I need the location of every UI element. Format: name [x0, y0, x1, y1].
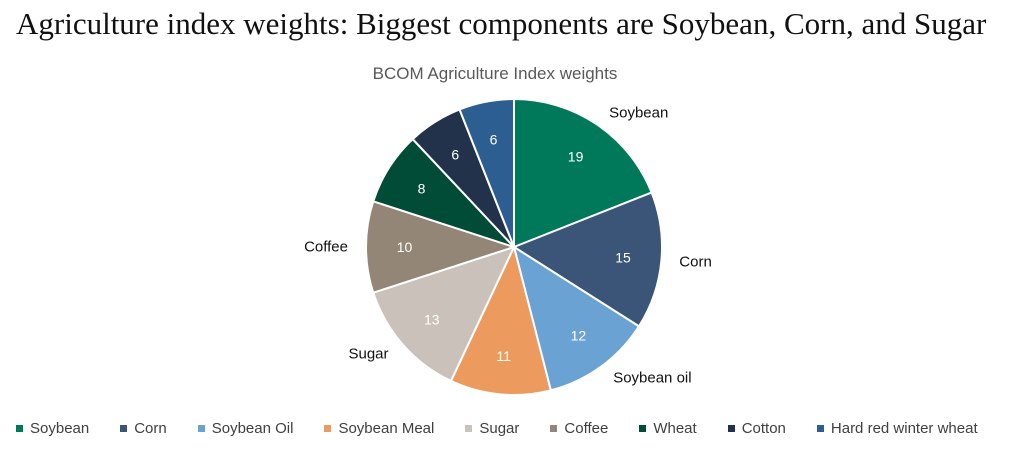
slice-callout-label: Corn	[679, 254, 712, 271]
pie-slice	[511, 191, 663, 328]
pie-slice	[364, 200, 518, 294]
legend-label: Wheat	[653, 420, 697, 437]
legend-swatch	[816, 425, 824, 432]
chart-title: BCOM Agriculture Index weights	[372, 64, 618, 83]
pie-slice	[449, 244, 553, 396]
legend-label: Soybean Oil	[211, 420, 294, 437]
legend-item: Corn	[120, 420, 167, 437]
slice-value-label: 19	[568, 148, 584, 164]
pie-slice	[512, 244, 641, 392]
legend-swatch	[197, 425, 205, 432]
legend-item: Soybean	[16, 420, 89, 437]
slice-value-label: 13	[424, 311, 440, 327]
legend-label: Corn	[134, 420, 167, 437]
legend-label: Soybean	[30, 420, 90, 437]
legend-swatch	[727, 425, 735, 432]
legend-item: Soybean Oil	[197, 420, 294, 437]
slice-value-label: 12	[571, 328, 587, 344]
legend-swatch	[639, 425, 647, 432]
slice-value-label: 11	[496, 348, 511, 364]
pie-slice	[513, 97, 653, 249]
legend-swatch	[550, 425, 558, 432]
legend-label: Cotton	[741, 420, 786, 437]
slice-value-label: 15	[615, 249, 631, 265]
legend-label: Coffee	[564, 420, 609, 437]
legend-label: Hard red winter wheat	[830, 420, 978, 437]
slice-callout-label: Coffee	[304, 239, 348, 256]
legend-item: Sugar	[465, 420, 519, 437]
legend-item: Coffee	[550, 420, 608, 437]
legend-swatch	[120, 425, 128, 432]
slice-callout-label: Soybean oil	[613, 370, 691, 387]
slice-callout-label: Soybean	[609, 105, 668, 122]
pie-slice	[371, 245, 516, 383]
page-headline: Agriculture index weights: Biggest compo…	[16, 6, 987, 41]
legend-item: Cotton	[727, 420, 786, 437]
slice-value-label: 8	[418, 180, 426, 196]
legend-item: Hard red winter wheat	[816, 420, 978, 437]
chart-legend: Soybean Corn Soybean Oil Soybean Meal Sugar C…	[16, 420, 978, 437]
legend-label: Soybean Meal	[338, 420, 435, 437]
legend-swatch	[16, 425, 23, 432]
pie-slice	[458, 97, 515, 248]
slice-value-label: 6	[490, 131, 498, 147]
slice-value-label: 6	[451, 147, 459, 163]
slice-callout-label: Sugar	[348, 346, 388, 363]
slice-value-label: 10	[397, 239, 413, 255]
legend-item: Wheat	[639, 420, 697, 437]
legend-swatch	[465, 425, 473, 432]
legend-swatch	[324, 425, 332, 432]
legend-label: Sugar	[479, 420, 520, 437]
legend-item: Soybean Meal	[324, 420, 434, 437]
